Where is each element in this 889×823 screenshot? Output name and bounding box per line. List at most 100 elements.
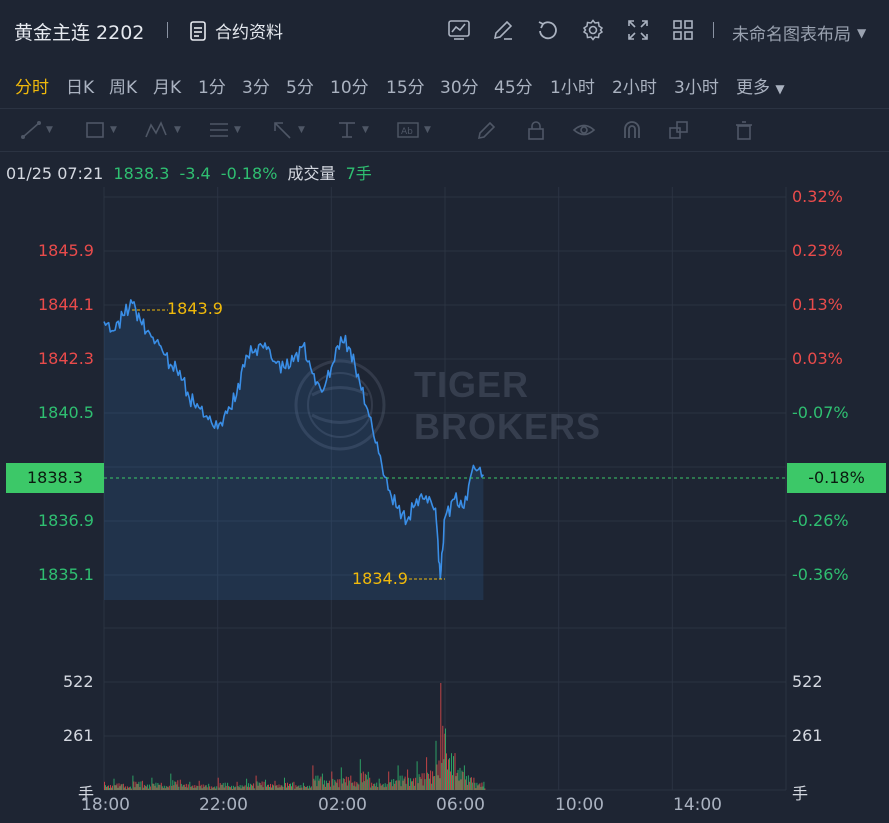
watermark-line1: TIGER — [414, 364, 530, 405]
volume-bar — [265, 779, 266, 790]
volume-bar — [288, 785, 289, 790]
volume-bar — [293, 781, 295, 790]
contract-info-button[interactable]: 合约资料 — [189, 18, 283, 43]
tab-period[interactable]: 月K — [153, 78, 182, 98]
volume-bar — [336, 782, 338, 790]
volume-bar — [302, 782, 304, 790]
volume-bar — [473, 777, 475, 790]
arrow-tool-icon[interactable]: ▼ — [272, 119, 305, 141]
volume-bar — [144, 785, 146, 790]
pattern-tool-icon[interactable]: ▼ — [144, 119, 181, 141]
volume-bar — [282, 786, 284, 790]
time-axis-label: 22:00 — [199, 795, 248, 815]
volume-bar — [426, 757, 428, 790]
pen-icon[interactable] — [476, 119, 498, 141]
tab-period[interactable]: 1分 — [198, 78, 226, 98]
volume-bar — [249, 787, 251, 790]
volume-value: 7手 — [345, 164, 372, 183]
volume-bar — [201, 788, 203, 790]
volume-bar — [409, 786, 411, 790]
volume-bar — [334, 779, 336, 790]
tab-period[interactable]: 3小时 — [674, 78, 719, 98]
volume-bar — [412, 781, 414, 790]
tab-period[interactable]: 1小时 — [550, 78, 595, 98]
fullscreen-icon[interactable] — [625, 17, 651, 43]
volume-bar — [197, 786, 199, 790]
time-axis-label: 14:00 — [673, 795, 722, 815]
tab-period[interactable]: 2小时 — [612, 78, 657, 98]
tab-period[interactable]: 10分 — [330, 78, 369, 98]
tab-period[interactable]: 分时 — [15, 78, 49, 98]
lock-icon[interactable] — [526, 119, 546, 141]
volume-label: 成交量 — [287, 164, 336, 183]
contract-info-label: 合约资料 — [215, 23, 283, 43]
tab-period[interactable]: 日K — [66, 78, 95, 98]
volume-bar — [393, 779, 395, 790]
volume-bar — [400, 786, 402, 790]
volume-bar — [117, 787, 119, 790]
volume-bar — [132, 775, 134, 790]
price-axis-label: 1842.3 — [38, 349, 94, 368]
volume-bar — [442, 725, 444, 790]
grid-layout-icon[interactable] — [670, 17, 696, 43]
volume-bar — [320, 776, 322, 790]
volume-bar — [456, 772, 458, 790]
fib-tool-icon[interactable]: ▼ — [210, 123, 241, 137]
contract-title[interactable]: 黄金主连 2202 — [14, 22, 145, 44]
volume-bar — [295, 785, 297, 790]
eye-icon[interactable] — [572, 119, 596, 141]
volume-bar — [200, 784, 202, 790]
volume-bar — [185, 783, 187, 790]
trash-icon[interactable] — [734, 119, 754, 141]
tab-period[interactable]: 3分 — [242, 78, 270, 98]
volume-bar — [286, 787, 287, 790]
chart-template-icon[interactable] — [446, 17, 472, 43]
volume-bar — [443, 759, 445, 790]
price-axis-label: 1844.1 — [38, 295, 94, 314]
watermark-line2: BROKERS — [414, 406, 602, 447]
volume-bar — [308, 785, 310, 790]
volume-bar — [215, 788, 217, 790]
tab-period[interactable]: 周K — [109, 78, 138, 98]
line-tool-icon[interactable]: ▼ — [20, 119, 53, 141]
text-tool-icon[interactable]: Ab ▼ — [396, 119, 431, 141]
volume-bar — [206, 787, 208, 790]
magnet-icon[interactable] — [621, 119, 643, 141]
volume-bar — [174, 781, 176, 790]
tab-period[interactable]: 15分 — [386, 78, 425, 98]
volume-bar — [124, 786, 126, 790]
volume-bar — [222, 783, 224, 790]
volume-bar — [196, 785, 198, 790]
measure-tool-icon[interactable]: ▼ — [339, 122, 369, 138]
volume-bar — [390, 782, 392, 790]
volume-bar — [317, 775, 319, 790]
volume-bar — [402, 780, 404, 790]
tab-period[interactable]: 5分 — [286, 78, 314, 98]
volume-bar — [232, 788, 234, 790]
volume-bar — [399, 775, 401, 790]
layout-selector[interactable]: 未命名图表布局 ▼ — [732, 20, 866, 45]
settings-icon[interactable] — [580, 17, 606, 43]
more-periods-button[interactable]: 更多 ▼ — [736, 73, 785, 98]
refresh-icon[interactable] — [535, 17, 561, 43]
volume-bar — [338, 787, 340, 790]
tab-period[interactable]: 45分 — [494, 78, 533, 98]
volume-bar — [424, 779, 426, 790]
clone-icon[interactable] — [668, 119, 690, 141]
volume-bar — [481, 782, 483, 790]
volume-bar — [157, 783, 159, 790]
rect-tool-icon[interactable]: ▼ — [84, 119, 117, 141]
volume-bar — [209, 786, 211, 790]
volume-bar — [375, 786, 377, 790]
volume-bar — [376, 782, 378, 790]
volume-bar — [474, 782, 476, 790]
volume-bar — [297, 786, 299, 790]
tab-period[interactable]: 30分 — [440, 78, 479, 98]
volume-bar — [171, 785, 173, 790]
volume-bar — [204, 785, 206, 790]
edit-icon[interactable] — [490, 17, 516, 43]
volume-bar — [118, 783, 120, 790]
price-line — [103, 299, 485, 580]
volume-axis-label: 522 — [63, 672, 94, 691]
